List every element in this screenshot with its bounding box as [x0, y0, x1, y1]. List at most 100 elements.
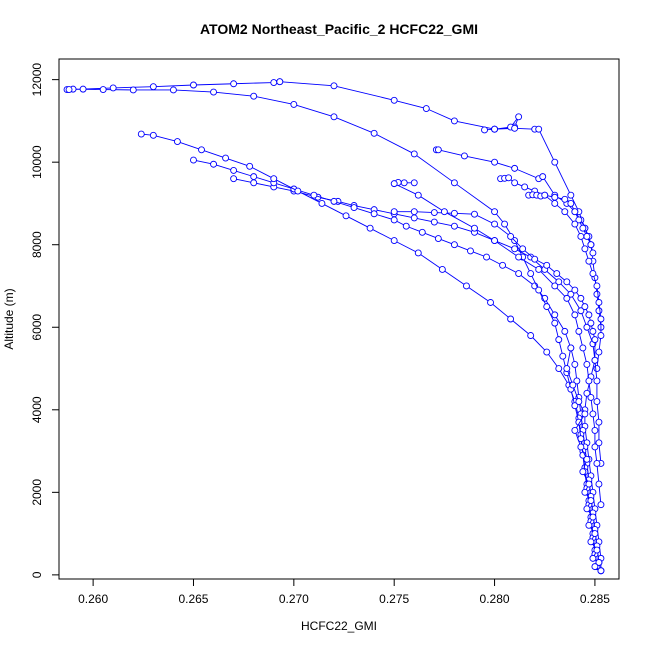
data-point	[366, 224, 374, 232]
data-point	[589, 270, 597, 278]
data-point	[79, 85, 87, 93]
data-point	[591, 530, 599, 538]
data-point	[553, 270, 561, 278]
data-point	[535, 286, 543, 294]
x-tick-label: 0.265	[178, 592, 208, 606]
data-point	[430, 218, 438, 226]
data-point	[169, 86, 177, 94]
data-point	[571, 286, 579, 294]
data-point	[595, 299, 603, 306]
data-point	[499, 261, 507, 269]
data-point	[481, 126, 488, 134]
data-point	[591, 356, 599, 364]
data-point	[370, 210, 378, 218]
data-point	[450, 241, 458, 249]
data-point	[543, 348, 551, 356]
series-9	[390, 178, 605, 509]
data-point	[593, 398, 601, 405]
data-point	[190, 156, 197, 164]
series-7	[525, 191, 605, 372]
data-point	[585, 480, 593, 488]
data-point	[585, 521, 593, 529]
data-point	[230, 80, 238, 88]
data-point	[294, 187, 302, 195]
data-point	[571, 360, 579, 368]
data-point	[318, 199, 326, 207]
data-point	[276, 78, 284, 86]
data-point	[595, 418, 603, 426]
data-point	[222, 154, 230, 162]
data-point	[585, 377, 593, 385]
data-point	[551, 199, 559, 207]
data-point	[541, 191, 549, 199]
data-point	[501, 220, 509, 228]
data-point	[587, 241, 595, 249]
data-point	[563, 294, 571, 302]
x-tick-label: 0.270	[279, 592, 309, 606]
data-point	[581, 410, 589, 418]
y-tick-label: 0	[30, 571, 44, 578]
data-point	[597, 567, 605, 575]
data-point	[587, 319, 595, 327]
data-point	[587, 393, 595, 401]
data-point	[555, 336, 563, 344]
data-point	[390, 180, 398, 188]
data-point	[579, 224, 587, 232]
x-axis-label: HCFC22_GMI	[301, 619, 377, 633]
data-point	[330, 82, 338, 90]
data-point	[430, 209, 438, 216]
data-point	[527, 332, 535, 339]
data-point	[461, 152, 468, 160]
data-point	[583, 455, 591, 463]
data-point	[230, 175, 238, 183]
data-point	[390, 208, 398, 216]
data-point	[250, 173, 258, 181]
data-point	[342, 212, 350, 220]
data-point	[149, 131, 157, 139]
data-point	[583, 389, 591, 397]
plot-series	[63, 78, 605, 575]
data-point	[434, 235, 442, 242]
data-point	[527, 270, 535, 278]
data-point	[593, 459, 601, 467]
data-point	[467, 247, 474, 255]
series-line	[141, 133, 598, 567]
data-point	[390, 237, 398, 245]
data-point	[350, 204, 358, 212]
data-point	[491, 220, 499, 228]
data-point	[561, 195, 569, 203]
data-point	[511, 179, 519, 187]
data-point	[593, 290, 601, 298]
data-point	[450, 222, 458, 230]
series-8	[390, 208, 605, 467]
data-point	[290, 100, 298, 108]
x-tick-label: 0.275	[379, 592, 409, 606]
data-point	[577, 294, 585, 302]
data-point	[539, 173, 547, 181]
data-point	[581, 303, 589, 311]
data-point	[519, 245, 527, 253]
data-point	[491, 237, 499, 245]
data-point	[589, 513, 597, 521]
data-point	[463, 282, 470, 290]
series-10	[563, 344, 605, 575]
data-point	[579, 344, 587, 352]
data-point	[593, 282, 601, 290]
data-point	[129, 86, 137, 94]
data-point	[583, 505, 591, 513]
chart-title: ATOM2 Northeast_Pacific_2 HCFC22_GMI	[200, 21, 478, 37]
data-point	[571, 426, 579, 434]
y-axis: 0 2000 4000 6000 8000 10000 12000	[30, 63, 59, 578]
data-point	[591, 336, 599, 344]
data-point	[438, 266, 446, 273]
data-point	[563, 365, 571, 372]
y-tick-label: 12000	[30, 63, 44, 97]
series-3	[63, 78, 599, 558]
data-point	[567, 191, 575, 199]
y-tick-label: 6000	[30, 314, 44, 341]
data-point	[370, 129, 378, 137]
data-point	[593, 546, 601, 554]
data-point	[535, 266, 543, 273]
data-point	[250, 179, 258, 187]
data-point	[400, 179, 408, 187]
